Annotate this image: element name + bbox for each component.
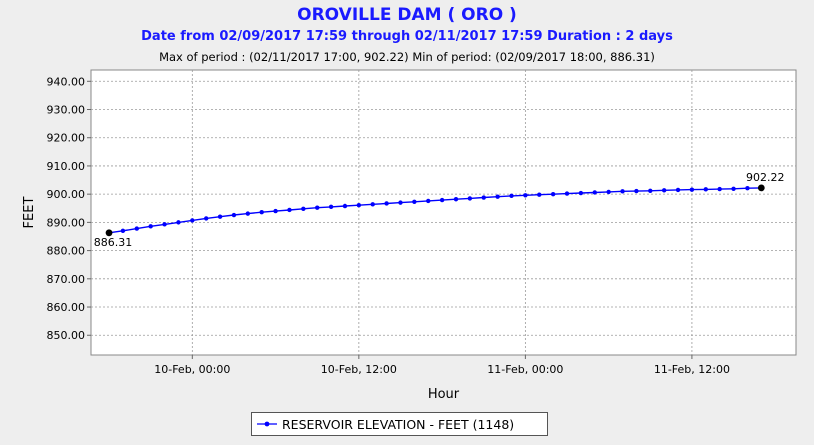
x-tick-label: 10-Feb, 12:00 xyxy=(321,363,397,376)
y-tick-label: 880.00 xyxy=(47,245,86,258)
y-tick-label: 860.00 xyxy=(47,301,86,314)
data-point xyxy=(217,214,223,219)
annotation-label: 886.31 xyxy=(94,236,133,249)
data-point xyxy=(287,207,292,213)
data-point xyxy=(190,218,195,223)
y-axis-label: FEET xyxy=(22,197,37,229)
data-point xyxy=(745,186,750,191)
chart-subtitle: Date from 02/09/2017 17:59 through 02/11… xyxy=(141,29,673,44)
y-tick-label: 920.00 xyxy=(47,132,86,145)
data-point xyxy=(384,201,389,206)
data-point xyxy=(148,224,153,229)
y-tick-label: 900.00 xyxy=(47,188,86,201)
data-point xyxy=(426,198,431,204)
data-point xyxy=(370,202,375,207)
data-point xyxy=(162,222,167,227)
x-tick-label: 10-Feb, 00:00 xyxy=(154,363,230,376)
annotation-label: 902.22 xyxy=(746,171,785,184)
data-point xyxy=(592,190,597,195)
annotation-marker xyxy=(757,184,765,192)
data-point xyxy=(717,186,722,192)
data-point xyxy=(342,203,348,209)
x-axis-label: Hour xyxy=(428,387,460,402)
data-point xyxy=(675,187,681,193)
data-point xyxy=(203,216,209,221)
data-point xyxy=(648,188,653,193)
data-point xyxy=(661,188,667,193)
y-tick-label: 850.00 xyxy=(47,329,86,342)
data-point xyxy=(689,187,695,192)
data-point xyxy=(245,211,251,216)
data-point xyxy=(634,188,639,194)
plot-area xyxy=(90,69,797,356)
data-point xyxy=(453,197,459,202)
legend-marker-icon xyxy=(257,421,277,427)
data-point xyxy=(495,194,500,199)
data-point xyxy=(578,190,584,196)
x-tick-label: 11-Feb, 12:00 xyxy=(654,363,730,376)
x-tick-label: 11-Feb, 00:00 xyxy=(487,363,563,376)
data-point xyxy=(301,206,306,212)
data-point xyxy=(481,195,486,200)
data-point xyxy=(620,189,625,194)
series-line xyxy=(108,187,762,234)
data-point xyxy=(315,205,320,210)
data-point xyxy=(176,220,181,225)
data-point xyxy=(703,187,708,192)
data-point xyxy=(537,192,542,197)
legend-label: RESERVOIR ELEVATION - FEET (1148) xyxy=(282,416,515,432)
data-point xyxy=(273,208,278,214)
data-point xyxy=(398,200,403,205)
y-tick-label: 910.00 xyxy=(47,160,86,173)
y-tick-label: 940.00 xyxy=(47,75,86,88)
data-point xyxy=(606,189,611,195)
data-point xyxy=(523,193,528,198)
data-point xyxy=(259,210,264,215)
y-tick-label: 890.00 xyxy=(47,216,86,229)
y-tick-label: 870.00 xyxy=(47,273,86,286)
chart-legend[interactable]: RESERVOIR ELEVATION - FEET (1148) xyxy=(251,412,548,436)
data-point xyxy=(439,197,445,203)
data-point xyxy=(564,191,570,196)
annotation-marker xyxy=(105,229,113,237)
data-point xyxy=(120,228,126,234)
y-tick-label: 930.00 xyxy=(47,104,86,117)
data-point xyxy=(231,212,237,218)
period-info: Max of period : (02/11/2017 17:00, 902.2… xyxy=(159,50,655,64)
data-point xyxy=(328,204,334,210)
data-point xyxy=(467,196,473,201)
data-point xyxy=(550,191,556,197)
data-point xyxy=(731,186,736,191)
data-point xyxy=(134,226,139,231)
data-point xyxy=(509,193,514,199)
data-point xyxy=(356,202,362,208)
chart-title: OROVILLE DAM ( ORO ) xyxy=(297,5,517,25)
data-point xyxy=(412,199,417,204)
